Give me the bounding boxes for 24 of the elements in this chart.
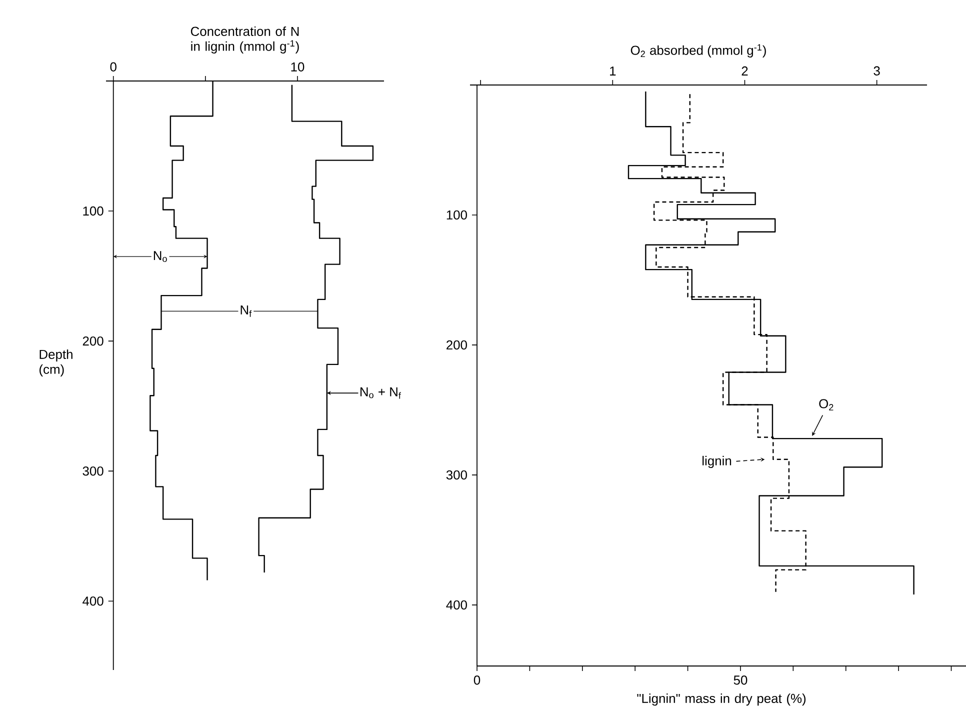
- x-tick-label: 10: [291, 62, 304, 72]
- y-tick-label: 100: [446, 210, 467, 220]
- y-tick-label: 200: [446, 340, 467, 350]
- y-tick-label: 400: [82, 596, 104, 606]
- series-label: N$_{o}$: [154, 251, 167, 262]
- annotation: N$_{f}$: [240, 305, 252, 317]
- legend-label: N$_{o}$ + N$_{f}$: [360, 387, 401, 399]
- legend-label: lignin: [702, 456, 732, 468]
- x-axis-title: "Lignin" mass in dry peat (%): [637, 694, 806, 706]
- x2-axis-title: O$_{2}$ absorbed (mmol g$^{-1}$): [630, 44, 766, 58]
- x-tick-label: 0: [110, 62, 116, 72]
- x-axis-title: Concentration of N in lignin (mmol g$^{-1}$): [190, 26, 299, 54]
- x2-tick-label: 2: [742, 66, 748, 76]
- y-tick-label: 400: [446, 600, 467, 610]
- y-tick-label: 300: [82, 466, 104, 476]
- x-tick-label: 50: [734, 676, 748, 685]
- y-tick-label: 300: [446, 470, 467, 480]
- y-tick-label: 100: [83, 206, 104, 216]
- y-axis-title: Depth (cm): [40, 349, 72, 376]
- text: O$_{2}$: [819, 399, 834, 410]
- y-tick-label: 200: [82, 336, 104, 346]
- x2-tick-label: 3: [874, 66, 880, 76]
- x-tick-label: 0: [474, 676, 480, 685]
- x2-tick-label: 1: [610, 66, 616, 76]
